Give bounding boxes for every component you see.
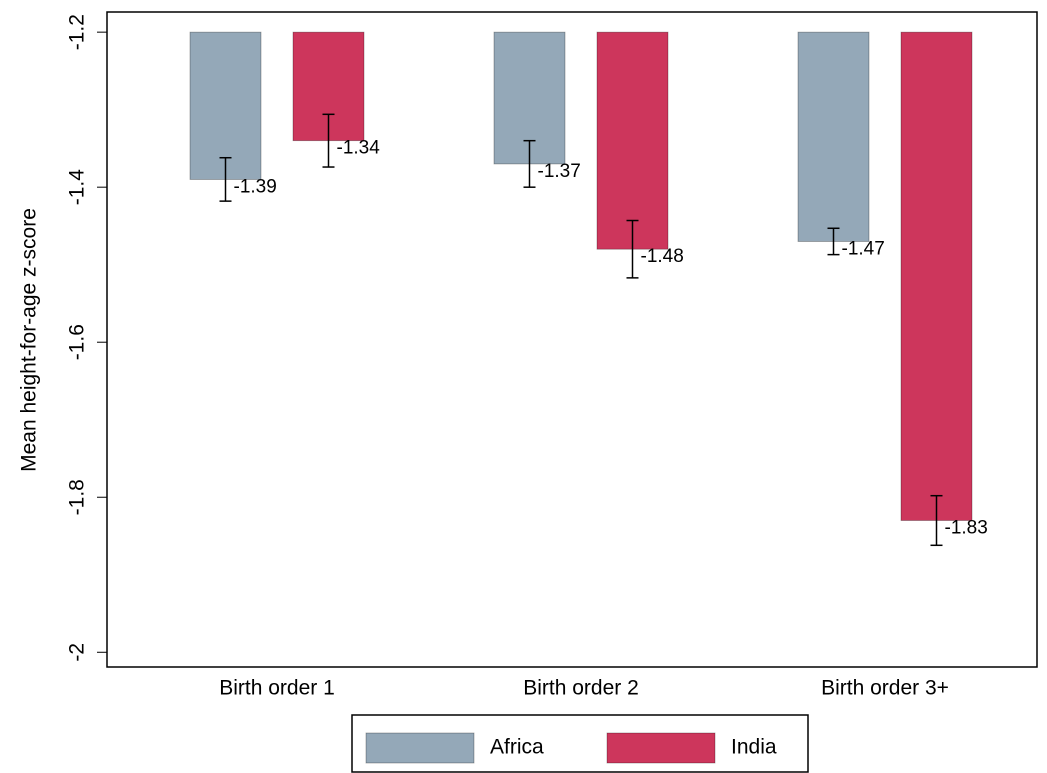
- error-bar: [523, 139, 536, 188]
- value-label: -1.34: [337, 138, 381, 159]
- y-tick-label: -1.2: [66, 14, 89, 50]
- error-bar: [827, 227, 840, 256]
- x-tick-label: Birth order 2: [523, 677, 639, 700]
- error-bar: [930, 494, 943, 547]
- error-bar: [626, 219, 639, 279]
- y-tick-label: -2: [66, 643, 89, 662]
- legend-label: Africa: [490, 736, 544, 759]
- bar: [189, 31, 262, 180]
- bar: [900, 31, 973, 521]
- value-label: -1.39: [234, 176, 277, 197]
- legend-swatch: [365, 732, 475, 764]
- bar: [596, 31, 669, 250]
- y-tick-label: -1.6: [66, 324, 89, 360]
- value-label: -1.48: [641, 246, 684, 267]
- legend-swatch: [606, 732, 716, 764]
- y-tick-label: -1.4: [66, 169, 89, 206]
- legend-box: [351, 714, 809, 773]
- plot-frame: [106, 11, 1038, 668]
- bar: [797, 31, 870, 242]
- error-bar: [322, 113, 335, 168]
- value-label: -1.83: [945, 518, 988, 539]
- y-axis-title: Mean height-for-age z-score: [18, 208, 41, 472]
- value-label: -1.47: [842, 238, 885, 259]
- y-tick-label: -1.8: [66, 479, 89, 515]
- error-bar: [219, 156, 232, 202]
- value-label: -1.37: [538, 161, 581, 182]
- x-tick-label: Birth order 1: [219, 677, 335, 700]
- legend-label: India: [731, 736, 777, 759]
- x-tick-label: Birth order 3+: [821, 677, 949, 700]
